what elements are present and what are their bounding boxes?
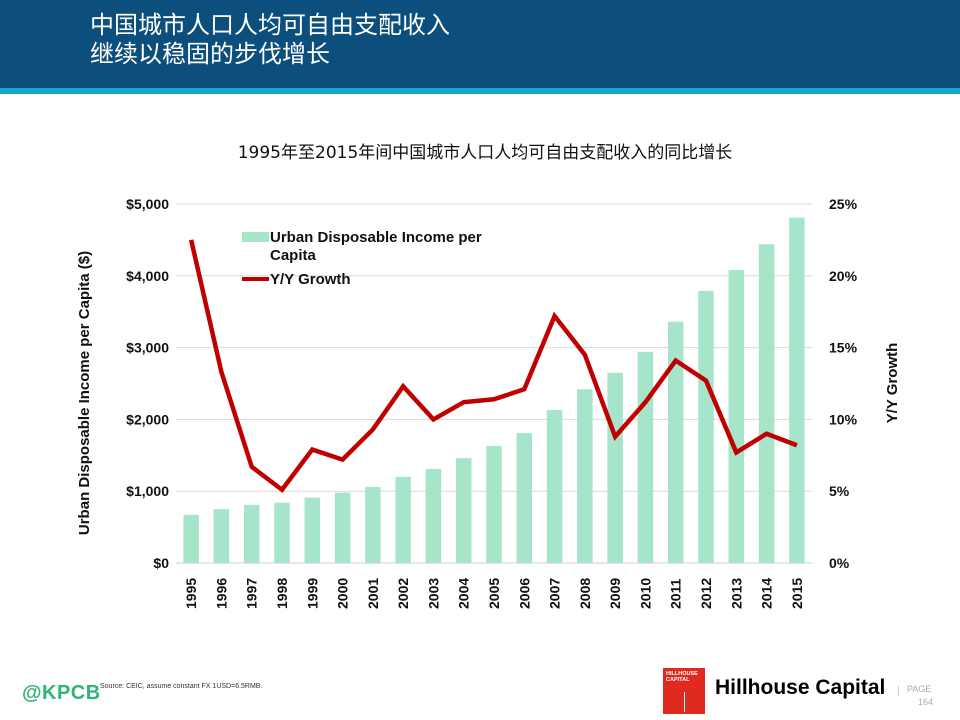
bar-2001 <box>365 486 381 563</box>
x-axis-tick-label: 2000 <box>335 578 351 609</box>
x-axis-tick-label: 1997 <box>244 578 260 609</box>
slide-title-line1: 中国城市人口人均可自由支配收入 <box>90 11 450 39</box>
right-axis-tick-label: 15% <box>829 340 858 356</box>
right-axis-tick-label: 0% <box>829 555 850 571</box>
x-axis-tick-label: 2005 <box>486 578 502 609</box>
header-bar: 中国城市人口人均可自由支配收入 继续以稳固的步伐增长 <box>0 0 960 88</box>
bar-2003 <box>425 468 442 563</box>
x-axis-tick-label: 2013 <box>728 578 744 609</box>
page-separator: | <box>897 686 900 697</box>
bar-1998 <box>274 502 290 563</box>
x-axis-tick-label: 2014 <box>759 578 775 609</box>
header-accent-stripe <box>0 88 960 94</box>
left-axis-tick-label: $5,000 <box>126 196 169 212</box>
right-axis-label: Y/Y Growth <box>884 343 901 424</box>
right-axis-tick-label: 5% <box>829 483 850 499</box>
x-axis-tick-label: 1999 <box>304 578 320 609</box>
legend-bar-label-line1: Urban Disposable Income per <box>270 229 482 246</box>
x-axis-tick-label: 2008 <box>577 578 593 609</box>
bar-1995 <box>183 514 199 563</box>
left-axis-tick-label: $0 <box>153 555 169 571</box>
x-axis-ticks: 1995 1996 1997 1998 1999 2000 2001 2002 2003 2004… <box>183 578 805 609</box>
bar-2011 <box>667 321 684 563</box>
x-axis-tick-label: 1996 <box>213 578 229 609</box>
bar-2005 <box>486 445 502 563</box>
x-axis-tick-label: 2004 <box>456 578 472 609</box>
x-axis-tick-label: 1995 <box>183 578 199 609</box>
left-axis-tick-label: $2,000 <box>126 411 169 427</box>
bar-1999 <box>304 497 321 563</box>
x-axis-tick-label: 1998 <box>274 578 290 609</box>
bar-2014 <box>758 244 775 563</box>
x-axis-tick-label: 2003 <box>425 578 441 609</box>
right-axis-tick-label: 20% <box>829 268 858 284</box>
x-axis-tick-label: 2001 <box>365 578 381 609</box>
legend-bar-label-line2: Capita <box>270 247 317 264</box>
right-axis-tick-label: 25% <box>829 196 858 212</box>
x-axis-tick-label: 2007 <box>547 578 563 609</box>
source-note: Source: CEIC, assume constant FX 1USD=6.… <box>100 683 263 690</box>
bar-2008 <box>577 389 593 563</box>
legend-line-label: Y/Y Growth <box>270 271 351 288</box>
left-axis-label: Urban Disposable Income per Capita ($) <box>76 251 93 535</box>
x-axis-tick-label: 2010 <box>637 578 653 609</box>
chart-title: 1995年至2015年间中国城市人口人均可自由支配收入的同比增长 <box>237 143 733 163</box>
bar-2004 <box>455 458 472 563</box>
x-axis-tick-label: 2002 <box>395 578 411 609</box>
left-axis-tick-label: $1,000 <box>126 483 169 499</box>
hillhouse-logo-text: HILLHOUSE CAPITAL <box>666 671 698 683</box>
bar-2006 <box>516 433 533 563</box>
hillhouse-logo-icon: HILLHOUSE CAPITAL <box>663 668 705 714</box>
bar-2000 <box>334 492 351 563</box>
right-axis-ticks: 0% 5% 10% 15% 20% 25% <box>829 196 858 571</box>
bar-1996 <box>213 509 230 563</box>
bar-1997 <box>243 504 260 563</box>
x-axis-tick-label: 2012 <box>698 578 714 609</box>
x-axis-tick-label: 2015 <box>789 578 805 609</box>
bar-2013 <box>728 270 745 563</box>
hillhouse-logo-line <box>684 692 685 712</box>
page-number: 164 <box>918 697 934 707</box>
legend: Urban Disposable Income per Capita Y/Y G… <box>242 229 482 288</box>
line-series <box>188 239 798 493</box>
left-axis-ticks: $0 $1,000 $2,000 $3,000 $4,000 $5,000 <box>126 196 169 571</box>
bar-2010 <box>637 351 654 563</box>
bar-2015 <box>789 217 805 563</box>
page-label: PAGE <box>907 684 932 694</box>
bar-2012 <box>698 290 714 563</box>
right-axis-tick-label: 10% <box>829 411 858 427</box>
hillhouse-logo-text-line1: HILLHOUSE <box>666 671 698 677</box>
x-axis-tick-label: 2009 <box>607 578 623 609</box>
left-axis-tick-label: $3,000 <box>126 340 169 356</box>
company-name: Hillhouse Capital <box>715 676 886 699</box>
slide-title: 中国城市人口人均可自由支配收入 继续以稳固的步伐增长 <box>90 11 450 69</box>
x-axis-tick-label: 2006 <box>516 578 532 609</box>
bar-2002 <box>395 476 411 563</box>
left-axis-tick-label: $4,000 <box>126 268 169 284</box>
x-axis-tick-label: 2011 <box>668 578 684 609</box>
legend-bar-swatch <box>242 232 269 242</box>
slide-title-line2: 继续以稳固的步伐增长 <box>90 40 330 68</box>
bar-2007 <box>546 410 563 563</box>
hillhouse-logo-text-line2: CAPITAL <box>666 677 690 683</box>
bar-2009 <box>607 372 623 563</box>
kpcb-logo: @KPCB <box>22 682 101 704</box>
